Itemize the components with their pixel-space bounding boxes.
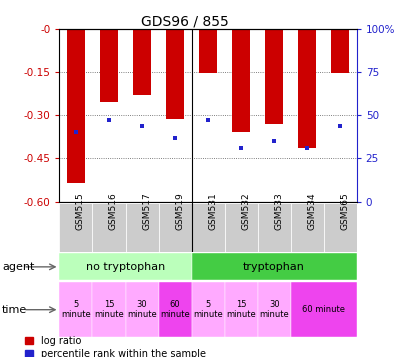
Text: GSM531: GSM531	[207, 192, 216, 230]
Text: 30
minute: 30 minute	[258, 300, 288, 320]
Text: time: time	[2, 305, 27, 315]
Bar	[257, 203, 290, 252]
Text: tryptophan: tryptophan	[243, 262, 304, 272]
Bar	[92, 282, 125, 337]
Bar	[224, 203, 257, 252]
Bar	[158, 203, 191, 252]
Bar	[257, 282, 290, 337]
Text: GSM516: GSM516	[109, 192, 118, 230]
Text: no tryptophan: no tryptophan	[85, 262, 165, 272]
Text: 15
minute: 15 minute	[226, 300, 255, 320]
Bar	[59, 203, 92, 252]
Text: GSM517: GSM517	[142, 192, 151, 230]
Text: 60
minute: 60 minute	[160, 300, 189, 320]
Bar	[133, 29, 151, 95]
Bar	[290, 203, 323, 252]
Text: GSM565: GSM565	[339, 192, 348, 230]
Bar	[67, 29, 85, 183]
Text: GSM532: GSM532	[240, 192, 249, 230]
Text: 5
minute: 5 minute	[193, 300, 222, 320]
Legend: log ratio, percentile rank within the sample: log ratio, percentile rank within the sa…	[21, 332, 209, 357]
Bar	[59, 282, 92, 337]
Bar	[158, 282, 191, 337]
Bar	[166, 29, 184, 120]
Bar	[125, 203, 158, 252]
Bar	[92, 203, 125, 252]
Bar	[323, 203, 356, 252]
Text: GDS96 / 855: GDS96 / 855	[140, 14, 228, 28]
Text: 30
minute: 30 minute	[127, 300, 157, 320]
Bar	[191, 282, 224, 337]
Bar	[224, 282, 257, 337]
Text: GSM519: GSM519	[175, 192, 184, 230]
Text: GSM534: GSM534	[306, 192, 315, 230]
Bar	[59, 253, 191, 280]
Bar	[191, 253, 356, 280]
Bar	[125, 282, 158, 337]
Bar	[330, 29, 348, 73]
Text: GSM515: GSM515	[76, 192, 85, 230]
Bar	[290, 282, 356, 337]
Bar	[198, 29, 217, 73]
Bar	[191, 203, 224, 252]
Text: GSM533: GSM533	[274, 192, 283, 230]
Text: 60 minute: 60 minute	[301, 305, 344, 314]
Bar	[231, 29, 249, 132]
Text: agent: agent	[2, 262, 34, 272]
Bar	[264, 29, 283, 124]
Text: 5
minute: 5 minute	[61, 300, 91, 320]
Bar	[100, 29, 118, 102]
Text: 15
minute: 15 minute	[94, 300, 124, 320]
Bar	[297, 29, 315, 148]
